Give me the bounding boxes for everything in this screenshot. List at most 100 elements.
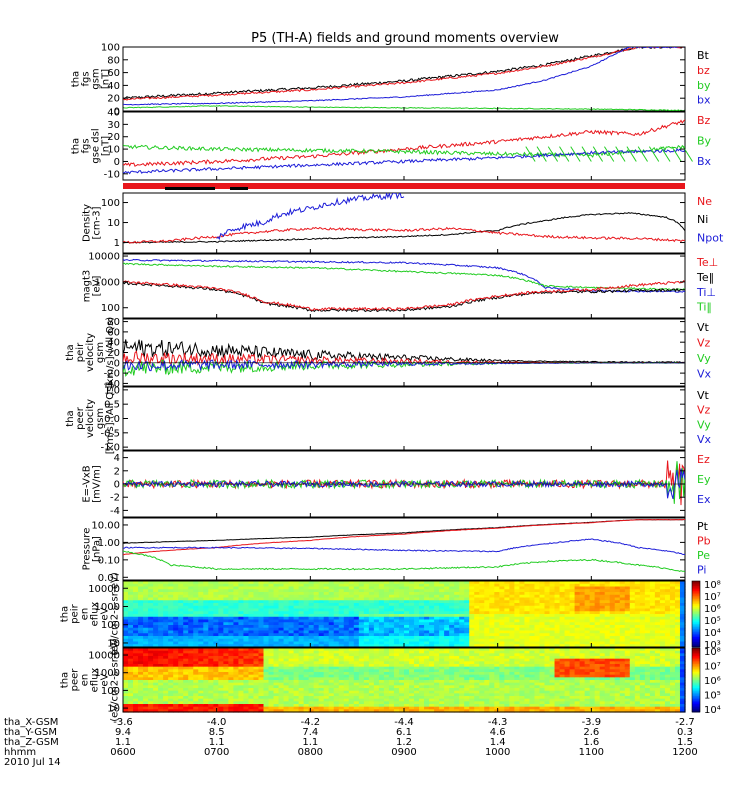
- heatmap-cell: [343, 664, 350, 668]
- heatmap-cell: [434, 666, 440, 670]
- heatmap-cell: [233, 627, 240, 632]
- heatmap-cell: [163, 664, 169, 668]
- heatmap-cell: [393, 682, 400, 686]
- heatmap-cell: [499, 656, 505, 660]
- heatmap-cell: [504, 690, 510, 694]
- heatmap-cell: [419, 685, 425, 689]
- heatmap-cell: [419, 656, 425, 660]
- heatmap-cell: [449, 630, 455, 634]
- heatmap-cell: [434, 636, 440, 640]
- heatmap-cell: [489, 597, 495, 601]
- heatmap-cell: [544, 603, 551, 607]
- heatmap-cell: [424, 682, 430, 686]
- heatmap-cell: [383, 682, 390, 686]
- heatmap-cell: [223, 594, 229, 599]
- heatmap-cell: [454, 603, 460, 607]
- heatmap-cell: [494, 709, 500, 713]
- heatmap-cell: [363, 706, 370, 710]
- heatmap-cell: [123, 603, 129, 607]
- heatmap-cell: [173, 701, 179, 705]
- heatmap-cell: [579, 600, 586, 604]
- heatmap-cell: [373, 633, 380, 637]
- heatmap-cell: [494, 597, 500, 601]
- heatmap-cell: [228, 644, 234, 648]
- heatmap-cell: [363, 653, 370, 657]
- heatmap-cell: [654, 622, 661, 626]
- heatmap-cell: [419, 677, 425, 681]
- heatmap-cell: [333, 605, 340, 610]
- heatmap-cell: [398, 696, 405, 700]
- heatmap-cell: [263, 608, 270, 612]
- heatmap-cell: [138, 666, 144, 670]
- heatmap-cell: [293, 627, 300, 632]
- legend-e_vxb-0: Ez: [697, 453, 710, 466]
- heatmap-cell: [474, 709, 480, 713]
- heatmap-cell: [323, 586, 330, 590]
- heatmap-cell: [489, 672, 495, 676]
- heatmap-cell: [539, 627, 546, 632]
- heatmap-cell: [484, 682, 490, 686]
- heatmap-cell: [489, 625, 495, 629]
- heatmap-cell: [368, 630, 375, 634]
- heatmap-cell: [203, 597, 209, 601]
- heatmap-cell: [569, 594, 576, 599]
- ytick-label: 40: [107, 338, 120, 349]
- heatmap-cell: [424, 586, 430, 590]
- heatmap-cell: [398, 589, 405, 593]
- heatmap-cell: [233, 690, 240, 694]
- heatmap-cell: [539, 680, 546, 684]
- heatmap-cell: [604, 605, 611, 610]
- heatmap-cell: [509, 658, 515, 662]
- heatmap-cell: [474, 611, 480, 615]
- heatmap-cell: [258, 693, 265, 697]
- heatmap-cell: [268, 706, 275, 710]
- heatmap-cell: [298, 674, 305, 678]
- heatmap-cell: [143, 608, 149, 612]
- heatmap-cell: [469, 704, 475, 708]
- heatmap-cell: [439, 709, 445, 713]
- heatmap-cell: [674, 608, 681, 612]
- heatmap-cell: [338, 682, 345, 686]
- heatmap-cell: [464, 630, 470, 634]
- heatmap-cell: [459, 638, 465, 643]
- heatmap-cell: [449, 677, 455, 681]
- heatmap-cell: [378, 648, 385, 652]
- heatmap-cell: [328, 616, 335, 621]
- heatmap-cell: [529, 650, 536, 654]
- heatmap-cell: [504, 666, 510, 670]
- heatmap-cell: [153, 656, 159, 660]
- heatmap-cell: [539, 706, 546, 710]
- heatmap-cell: [313, 592, 320, 596]
- heatmap-cell: [594, 614, 601, 618]
- heatmap-cell: [158, 696, 164, 700]
- heatmap-cell: [368, 625, 375, 629]
- heatmap-cell: [328, 636, 335, 640]
- heatmap-cell: [248, 680, 255, 684]
- heatmap-cell: [474, 680, 480, 684]
- heatmap-cell: [218, 636, 224, 640]
- heatmap-cell: [404, 583, 410, 588]
- heatmap-cell: [554, 600, 561, 604]
- heatmap-cell: [278, 696, 285, 700]
- heatmap-cell: [519, 644, 526, 648]
- heatmap-cell: [393, 644, 400, 648]
- heatmap-cell: [519, 709, 526, 713]
- heatmap-cell: [469, 581, 475, 585]
- heatmap-cell: [213, 658, 219, 662]
- heatmap-cell: [218, 619, 224, 623]
- heatmap-cell: [168, 682, 174, 686]
- heatmap-cell: [539, 693, 546, 697]
- heatmap-cell: [584, 614, 591, 618]
- heatmap-cell: [153, 704, 159, 708]
- heatmap-cell: [474, 600, 480, 604]
- heatmap-cell: [464, 583, 470, 588]
- heatmap-cell: [373, 682, 380, 686]
- heatmap-cell: [479, 644, 485, 648]
- heatmap-cell: [288, 685, 295, 689]
- heatmap-cell: [143, 650, 149, 654]
- heatmap-cell: [358, 666, 365, 670]
- heatmap-cell: [328, 674, 335, 678]
- heatmap-cell: [213, 608, 219, 612]
- heatmap-cell: [343, 648, 350, 652]
- heatmap-cell: [283, 669, 290, 673]
